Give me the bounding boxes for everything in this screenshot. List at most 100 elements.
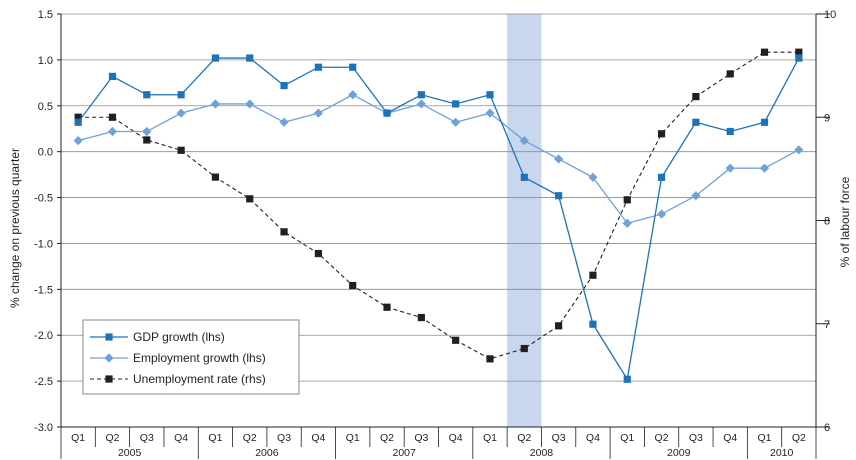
legend-employment-growth-label: Employment growth (lhs) bbox=[133, 351, 266, 365]
unemployment-rate-point bbox=[177, 146, 185, 154]
highlight-band-layer bbox=[507, 14, 542, 427]
x-tick-label: Q4 bbox=[174, 432, 188, 444]
employment-growth-point bbox=[245, 99, 255, 109]
unemployment-rate-point bbox=[657, 130, 666, 138]
unemployment-rate-point bbox=[383, 303, 391, 311]
x-year-label: 2006 bbox=[255, 447, 279, 459]
x-tick-label: Q3 bbox=[552, 432, 566, 444]
x-tick-label: Q1 bbox=[71, 432, 85, 444]
unemployment-rate-point bbox=[74, 113, 82, 121]
gdp-growth-point bbox=[726, 127, 734, 136]
x-tick-label: Q1 bbox=[758, 432, 772, 444]
y-right-tick-label: 7 bbox=[824, 319, 830, 331]
x-tick-label: Q2 bbox=[792, 432, 806, 444]
x-tick-label: Q1 bbox=[483, 432, 497, 444]
gdp-growth-point bbox=[520, 173, 528, 181]
employment-growth-point bbox=[588, 172, 598, 182]
legend-gdp-growth-marker bbox=[105, 333, 113, 341]
x-year-label: 2005 bbox=[118, 447, 142, 459]
gdp-growth-point bbox=[486, 91, 494, 99]
gdp-growth-point bbox=[795, 54, 803, 62]
employment-growth-point bbox=[759, 163, 770, 173]
gdp-growth-point bbox=[177, 91, 185, 99]
employment-growth-point bbox=[210, 99, 221, 109]
gdp-growth-point bbox=[74, 118, 82, 126]
y-right-tick-label: 8 bbox=[824, 216, 830, 228]
employment-growth-point bbox=[554, 154, 564, 164]
gdp-growth-point bbox=[143, 91, 151, 99]
legend-employment-growth-marker bbox=[104, 353, 114, 363]
unemployment-rate-point bbox=[452, 336, 460, 344]
unemployment-rate-point bbox=[795, 48, 803, 56]
x-tick-label: Q3 bbox=[689, 432, 703, 444]
y-left-tick-label: 1.0 bbox=[38, 55, 53, 67]
x-year-label: 2010 bbox=[770, 447, 794, 459]
employment-growth-point bbox=[451, 117, 461, 127]
gdp-growth-point bbox=[692, 118, 700, 126]
gdp-growth-point bbox=[349, 63, 357, 71]
gdp-growth-point bbox=[211, 54, 220, 62]
legend-box bbox=[82, 319, 300, 395]
legend-gdp-growth-label: GDP growth (lhs) bbox=[133, 330, 225, 344]
employment-growth-point bbox=[176, 108, 186, 118]
employment-growth-point bbox=[279, 117, 289, 127]
employment-growth-point bbox=[691, 191, 701, 201]
x-tick-label: Q1 bbox=[620, 432, 634, 444]
gdp-growth-point bbox=[108, 72, 117, 81]
x-year-label: 2009 bbox=[667, 447, 691, 459]
y-left-tick-label: 0.0 bbox=[38, 147, 53, 159]
unemployment-rate-point bbox=[623, 196, 631, 204]
unemployment-rate-point bbox=[143, 136, 151, 144]
gdp-growth-point bbox=[589, 320, 597, 328]
x-tick-label: Q4 bbox=[723, 432, 737, 444]
unemployment-rate-point bbox=[692, 93, 700, 101]
y-left-tick-label: -0.5 bbox=[34, 193, 53, 205]
y-left-tick-label: 1.5 bbox=[38, 9, 53, 21]
employment-growth-point bbox=[656, 209, 667, 219]
unemployment-rate-point bbox=[314, 249, 322, 258]
x-tick-label: Q3 bbox=[140, 432, 154, 444]
unemployment-rate-line bbox=[78, 51, 799, 360]
unemployment-rate-point bbox=[486, 355, 494, 363]
unemployment-rate-point bbox=[520, 344, 528, 353]
employment-growth-point bbox=[725, 163, 735, 173]
legend: GDP growth (lhs) Employment growth (lhs) U… bbox=[82, 319, 300, 395]
y-right-tick-label: 10 bbox=[824, 9, 836, 21]
x-tick-label: Q2 bbox=[517, 432, 531, 444]
highlight-band bbox=[507, 14, 542, 427]
y-left-tick-label: -1.0 bbox=[34, 238, 53, 250]
gdp-growth-point bbox=[657, 173, 666, 181]
employment-growth-point bbox=[519, 136, 529, 146]
x-tick-label: Q4 bbox=[311, 432, 325, 444]
y-axis-right-label: % of labour force bbox=[838, 176, 852, 267]
employment-growth-line bbox=[77, 94, 800, 224]
gdp-growth-line bbox=[77, 57, 800, 382]
axes: 1.5 1.0 0.5 0.0 -0.5 -1.0 -1.5 -2.0 -2.5 -3.0 10 9 8… bbox=[34, 9, 836, 459]
y-left-tick-label: -2.0 bbox=[34, 330, 53, 342]
employment-growth-point bbox=[73, 136, 83, 146]
y-right-tick-label: 9 bbox=[824, 112, 830, 124]
gdp-growth-point bbox=[452, 100, 460, 108]
unemployment-rate-point bbox=[417, 313, 425, 322]
x-tick-label: Q2 bbox=[105, 432, 119, 444]
employment-growth-point bbox=[622, 218, 632, 228]
employment-growth-point bbox=[485, 108, 495, 118]
employment-growth-point bbox=[313, 108, 323, 118]
unemployment-rate-point bbox=[246, 195, 254, 203]
gdp-growth-point bbox=[760, 118, 769, 126]
legend-unemployment-rate-marker bbox=[105, 375, 113, 383]
x-year-label: 2007 bbox=[393, 447, 417, 459]
x-tick-label: Q3 bbox=[277, 432, 291, 444]
employment-growth-point bbox=[107, 126, 118, 137]
x-tick-label: Q1 bbox=[346, 432, 360, 444]
unemployment-rate-point bbox=[726, 70, 734, 78]
unemployment-rate-point bbox=[589, 271, 597, 279]
legend-unemployment-rate-label: Unemployment rate (rhs) bbox=[133, 372, 266, 386]
employment-growth-point bbox=[416, 99, 426, 109]
series-layer bbox=[73, 48, 804, 383]
employment-growth-point bbox=[794, 145, 804, 155]
y-left-tick-label: -1.5 bbox=[34, 284, 53, 296]
unemployment-rate-point bbox=[555, 322, 563, 330]
y-left-tick-label: -3.0 bbox=[34, 422, 53, 434]
x-tick-label: Q4 bbox=[449, 432, 463, 444]
